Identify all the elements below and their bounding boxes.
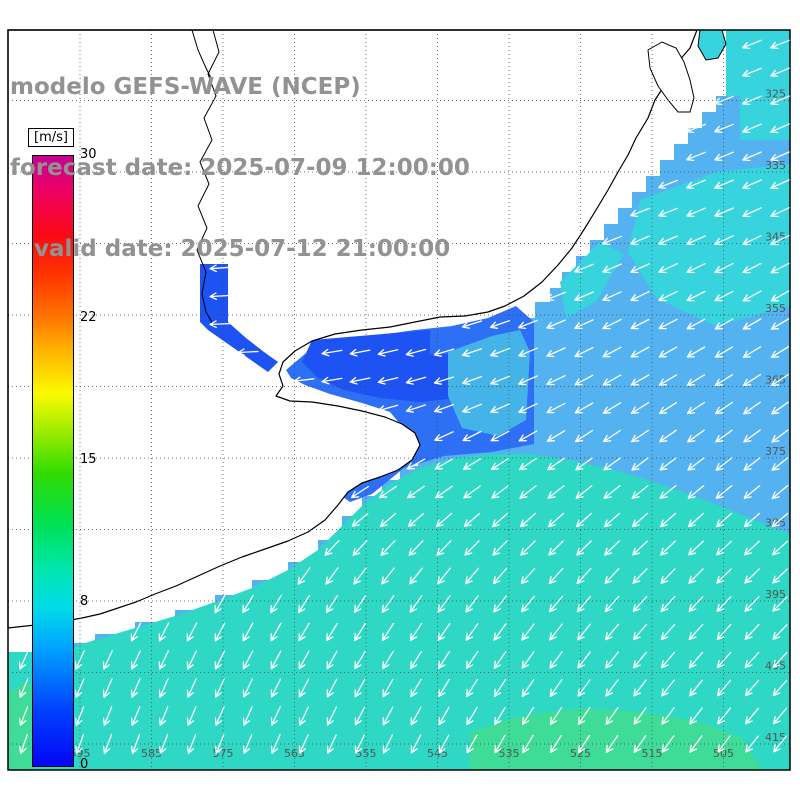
colorbar-unit-label: [m/s]	[28, 128, 74, 147]
lon-label: 555	[356, 747, 377, 760]
forecast-date: forecast date: 2025-07-09 12:00:00	[10, 155, 470, 181]
coastline-land	[7, 29, 698, 629]
colorbar-tick-label: 15	[80, 452, 97, 467]
river-line	[196, 29, 220, 327]
river-water	[200, 264, 278, 372]
lat-label: 395	[765, 588, 786, 601]
lon-label: 515	[642, 747, 663, 760]
lat-label: 375	[765, 445, 786, 458]
lagoon	[647, 41, 695, 113]
title-block: modelo GEFS-WAVE (NCEP) forecast date: 2…	[10, 20, 470, 317]
lon-label: 525	[570, 747, 591, 760]
lagoon	[697, 29, 727, 61]
colorbar-tick-label: 0	[80, 757, 89, 772]
wind-arrows	[18, 39, 790, 755]
colorbar-tick-label: 30	[80, 147, 97, 162]
lat-label: 415	[765, 731, 786, 744]
map-border	[7, 29, 791, 771]
colorbar-gradient	[32, 155, 74, 767]
lat-label: 355	[765, 302, 786, 315]
lon-label: 595	[70, 747, 91, 760]
valid-date: valid date: 2025-07-12 21:00:00	[10, 236, 451, 262]
colorbar-tick-label: 22	[80, 309, 97, 325]
model-title: modelo GEFS-WAVE (NCEP)	[10, 74, 361, 100]
lon-label: 535	[499, 747, 520, 760]
lat-label: 335	[765, 159, 786, 172]
lat-label: 325	[765, 88, 786, 101]
river-line	[191, 29, 213, 81]
graticule	[8, 30, 790, 770]
colorbar-tick-label: 8	[80, 594, 89, 610]
lon-label: 585	[141, 747, 162, 760]
